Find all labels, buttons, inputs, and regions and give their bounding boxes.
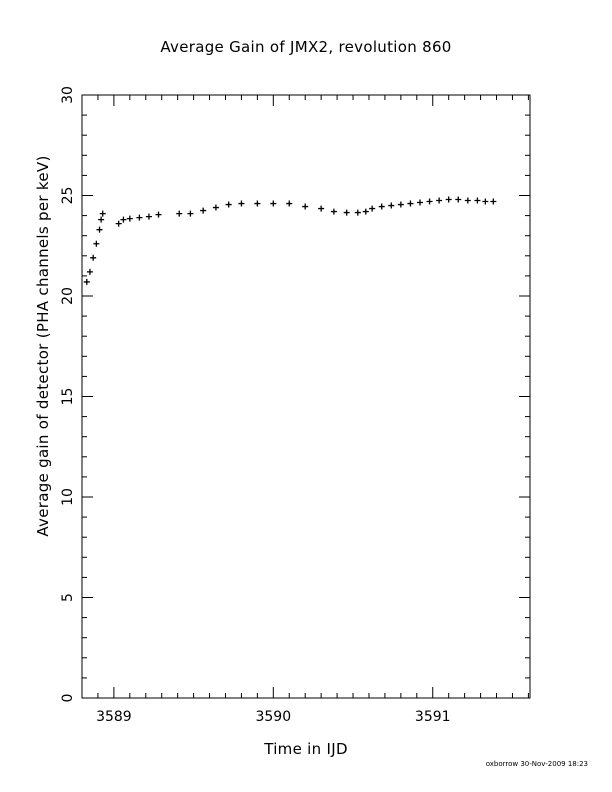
y-tick-label: 5 (60, 593, 76, 602)
data-point (343, 209, 350, 216)
data-point (388, 202, 395, 209)
data-point (445, 196, 452, 203)
y-tick-label: 15 (60, 388, 76, 406)
plot-frame (81, 94, 531, 699)
x-axis-label: Time in IJD (264, 740, 348, 758)
chart-title: Average Gain of JMX2, revolution 860 (160, 38, 452, 56)
y-tick-label: 25 (60, 187, 76, 205)
data-point (155, 211, 162, 218)
x-tick-label: 3589 (96, 709, 132, 725)
data-point (369, 205, 376, 212)
data-point (254, 200, 261, 207)
footer-stamp: oxborrow 30-Nov-2009 18:23 (485, 760, 588, 768)
data-point (397, 201, 404, 208)
data-point (330, 208, 337, 215)
data-point (318, 205, 325, 212)
y-tick-label: 10 (60, 488, 76, 506)
data-point (474, 197, 481, 204)
data-point (238, 200, 245, 207)
data-point (98, 216, 105, 223)
data-point (455, 196, 462, 203)
data-point (212, 204, 219, 211)
data-point (120, 216, 127, 223)
y-tick-label: 30 (60, 86, 76, 104)
y-tick-label: 20 (60, 287, 76, 305)
data-point (354, 209, 361, 216)
data-point (362, 208, 369, 215)
data-point (378, 203, 385, 210)
data-point (115, 220, 122, 227)
data-point (482, 198, 489, 205)
data-point (93, 240, 100, 247)
data-point (200, 207, 207, 214)
x-tick-label: 3591 (415, 709, 451, 725)
data-point (187, 210, 194, 217)
data-point (83, 278, 90, 285)
data-point (490, 198, 497, 205)
data-point (286, 200, 293, 207)
data-point (136, 214, 143, 221)
data-point (86, 268, 93, 275)
data-points (83, 196, 497, 285)
data-point (407, 200, 414, 207)
y-tick-label: 0 (60, 694, 76, 703)
data-point (96, 226, 103, 233)
data-point (270, 200, 277, 207)
data-point (145, 213, 152, 220)
data-point (464, 197, 471, 204)
data-point (176, 210, 183, 217)
y-axis-label: Average gain of detector (PHA channels p… (34, 155, 52, 537)
data-point (99, 210, 106, 217)
data-point (126, 215, 133, 222)
data-point (436, 197, 443, 204)
data-point (426, 198, 433, 205)
data-point (302, 203, 309, 210)
data-point (225, 201, 232, 208)
x-tick-label: 3590 (255, 709, 291, 725)
data-point (90, 254, 97, 261)
data-point (416, 199, 423, 206)
